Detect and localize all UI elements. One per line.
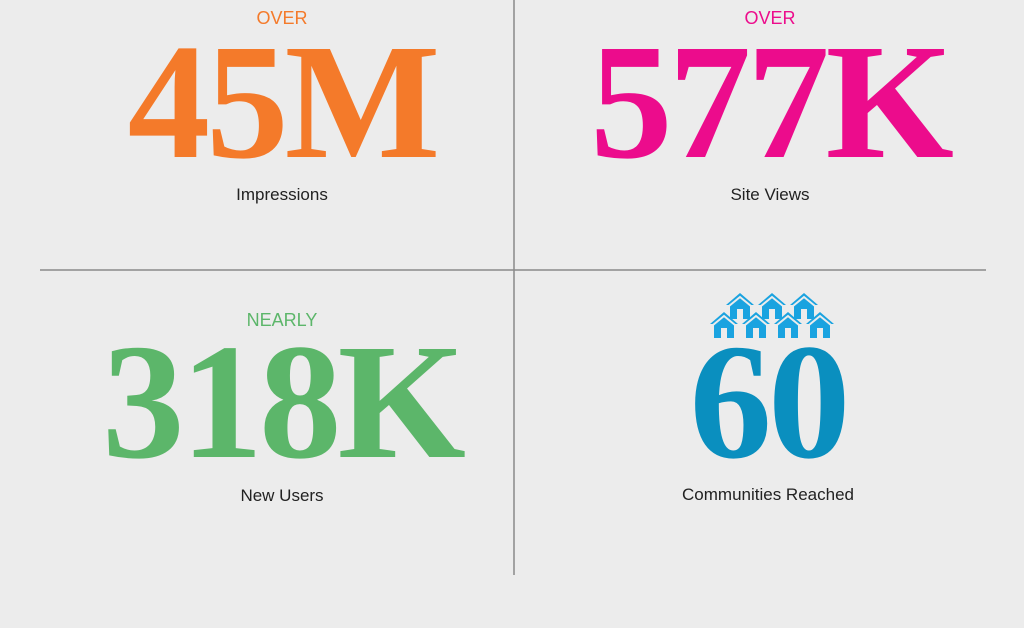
stat-label: New Users: [240, 486, 323, 505]
stat-value: 318K: [102, 310, 466, 493]
stat-label: Site Views: [730, 185, 809, 204]
stat-value: 45M: [128, 10, 437, 193]
stat-value: 60: [690, 310, 847, 493]
stat-value: 577K: [590, 10, 954, 193]
stat-label: Impressions: [236, 185, 328, 204]
qualifier: OVER: [256, 8, 307, 28]
stat-label: Communities Reached: [682, 485, 854, 504]
qualifier: NEARLY: [247, 310, 318, 330]
qualifier: OVER: [744, 8, 795, 28]
